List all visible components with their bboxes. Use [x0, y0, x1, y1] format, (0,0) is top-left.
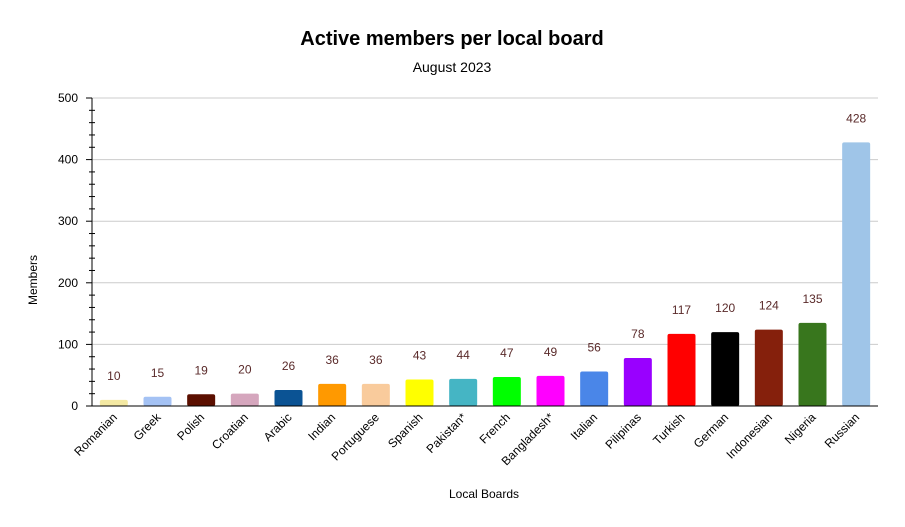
bar-arabic — [274, 389, 303, 406]
bar-bangladesh — [536, 375, 565, 406]
bar-portuguese — [361, 383, 390, 406]
x-axis-title: Local Boards — [449, 487, 519, 501]
x-tick-label: Greek — [131, 410, 165, 444]
x-tick-label: German — [691, 410, 732, 451]
data-label: 124 — [759, 299, 779, 313]
data-label: 117 — [672, 303, 691, 317]
bar-german — [711, 332, 740, 406]
data-label: 26 — [282, 359, 296, 373]
data-label: 78 — [631, 327, 645, 341]
x-tick-label: Turkish — [650, 410, 687, 447]
data-labels: 10 15 19 20 26 36 36 43 44 47 49 56 78 117 120 124 135 42… — [107, 111, 866, 382]
data-label: 49 — [544, 345, 558, 359]
grid-layer — [86, 97, 878, 407]
bar-polish — [187, 394, 216, 406]
bar-spanish — [405, 379, 434, 406]
x-tick-labels: Romanian Greek Polish Croatian Arabic IndianP… — [71, 410, 862, 469]
bar-indonesian — [754, 329, 783, 406]
bar-croatian — [230, 393, 259, 406]
bar-turkish — [667, 333, 696, 406]
bar-italian — [580, 371, 609, 406]
data-label: 135 — [802, 292, 822, 306]
data-label: 36 — [325, 353, 339, 367]
bar-french — [492, 377, 521, 406]
data-label: 19 — [194, 363, 208, 377]
x-tick-label: Indian — [305, 410, 338, 443]
bar-nigeria — [798, 322, 827, 406]
data-label: 428 — [846, 111, 866, 125]
x-tick-label: French — [477, 410, 513, 446]
x-tick-label: Arabic — [261, 410, 295, 444]
y-axis-title: Members — [26, 255, 40, 305]
x-tick-label: Spanish — [385, 410, 426, 451]
data-label: 44 — [456, 348, 470, 362]
y-tick-labels: 0 100 200 300 400 500 — [58, 91, 78, 413]
x-tick-label: Croatian — [209, 410, 251, 452]
x-tick-label: Pakistan* — [424, 410, 470, 456]
bar-indian — [318, 383, 347, 406]
data-label: 43 — [413, 349, 427, 363]
x-tick-label: Portuguese — [329, 410, 383, 464]
x-tick-label: Russian — [822, 410, 863, 451]
data-label: 56 — [587, 341, 601, 355]
x-tick-label: Pilipinas — [602, 410, 644, 452]
data-label: 10 — [107, 369, 121, 383]
y-tick-label: 400 — [58, 153, 78, 167]
chart-title: Active members per local board — [300, 28, 603, 50]
data-label: 20 — [238, 363, 252, 377]
x-tick-label: Indonesian — [724, 410, 775, 461]
x-tick-label: Nigeria — [782, 410, 819, 447]
bars — [99, 142, 871, 407]
bar-pilipinas — [623, 357, 652, 406]
y-tick-label: 0 — [71, 399, 78, 413]
y-tick-label: 500 — [58, 91, 78, 105]
x-tick-label: Polish — [174, 410, 207, 443]
bar-romanian — [99, 399, 128, 406]
bar-russian — [842, 142, 871, 407]
bar-greek — [143, 396, 172, 406]
data-label: 15 — [151, 366, 165, 380]
y-tick-label: 300 — [58, 214, 78, 228]
data-label: 36 — [369, 353, 383, 367]
y-tick-label: 100 — [58, 337, 78, 351]
data-label: 47 — [500, 346, 514, 360]
chart-subtitle: August 2023 — [413, 59, 492, 75]
x-tick-label: Italian — [568, 410, 601, 443]
bar-pakistan — [449, 378, 478, 406]
data-label: 120 — [715, 301, 735, 315]
y-tick-label: 200 — [58, 276, 78, 290]
x-tick-label: Romanian — [71, 410, 120, 459]
